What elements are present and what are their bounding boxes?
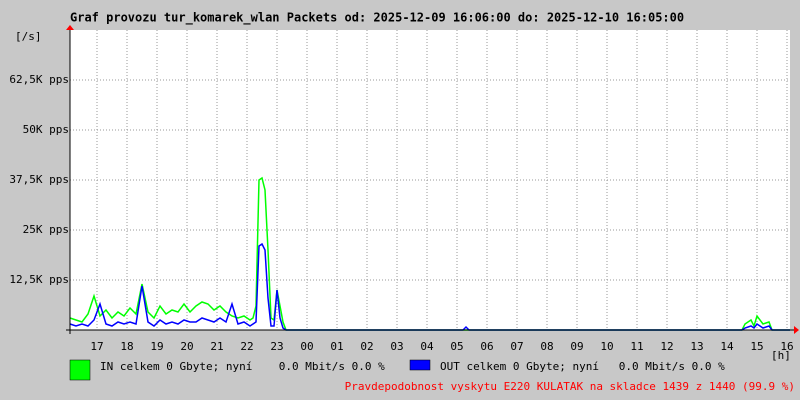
x-tick-label: 17 <box>90 340 103 353</box>
x-tick-label: 19 <box>150 340 163 353</box>
x-tick-label: 01 <box>330 340 343 353</box>
legend-label: IN celkem 0 Gbyte; nyní 0.0 Mbit/s 0.0 % <box>100 360 385 373</box>
x-tick-label: 16 <box>780 340 793 353</box>
x-tick-label: 02 <box>360 340 373 353</box>
x-tick-label: 07 <box>510 340 523 353</box>
x-tick-label: 21 <box>210 340 223 353</box>
x-tick-label: 10 <box>600 340 613 353</box>
x-tick-label: 08 <box>540 340 553 353</box>
y-unit: [/s] <box>15 30 42 43</box>
x-tick-label: 15 <box>750 340 763 353</box>
x-tick-label: 13 <box>690 340 703 353</box>
y-tick-label: 37,5K pps <box>9 173 69 186</box>
y-tick-label: 12,5K pps <box>9 273 69 286</box>
grid <box>70 30 790 330</box>
legend-label: OUT celkem 0 Gbyte; nyní 0.0 Mbit/s 0.0 … <box>440 360 725 373</box>
y-tick-label: 62,5K pps <box>9 73 69 86</box>
footnote: Pravdepodobnost vyskytu E220 KULATAK na … <box>345 380 795 393</box>
x-tick-label: 00 <box>300 340 313 353</box>
x-tick-label: 03 <box>390 340 403 353</box>
x-tick-label: 14 <box>720 340 734 353</box>
x-tick-label: 06 <box>480 340 493 353</box>
x-tick-label: 23 <box>270 340 283 353</box>
x-tick-label: 20 <box>180 340 193 353</box>
x-tick-label: 09 <box>570 340 583 353</box>
x-tick-label: 22 <box>240 340 253 353</box>
axis-arrow <box>66 25 74 30</box>
y-tick-label: 25K pps <box>23 223 69 236</box>
axis-arrow <box>794 326 799 334</box>
x-tick-label: 18 <box>120 340 133 353</box>
x-tick-label: 05 <box>450 340 463 353</box>
x-unit: [h] <box>771 349 791 362</box>
chart-title: Graf provozu tur_komarek_wlan Packets od… <box>70 11 684 26</box>
y-tick-label: 50K pps <box>23 123 69 136</box>
x-tick-label: 12 <box>660 340 673 353</box>
legend-swatch <box>69 359 91 381</box>
x-tick-label: 04 <box>420 340 434 353</box>
legend-swatch <box>409 359 431 371</box>
x-tick-label: 11 <box>630 340 643 353</box>
